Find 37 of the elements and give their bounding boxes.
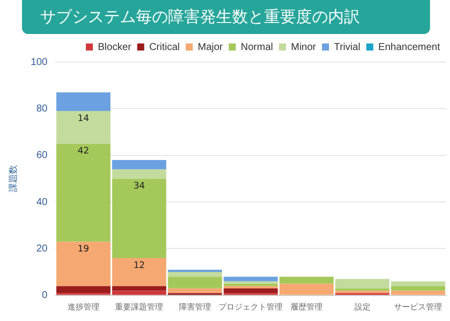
bar (224, 288, 278, 294)
chart-title: サブシステム毎の障害発生数と重要度の内訳 (22, 0, 430, 34)
data-label: 14 (78, 114, 90, 124)
bar (168, 288, 222, 294)
y-tick-label: 100 (30, 56, 48, 68)
y-tick-label: 40 (36, 196, 48, 208)
bar (279, 276, 334, 284)
data-label: 19 (78, 244, 90, 255)
x-tick-label: プロジェクト管理 (218, 302, 283, 312)
x-tick-label: 障害管理 (178, 302, 211, 312)
x-tick-label: 進捗管理 (67, 302, 100, 312)
y-tick-label: 80 (36, 103, 48, 114)
y-axis-title: 課題数 (8, 165, 18, 192)
legend-label: Major (198, 42, 224, 53)
bar (112, 169, 166, 179)
legend-label: Minor (290, 42, 317, 53)
legend-label: Blocker (98, 42, 132, 53)
bar (112, 160, 166, 170)
x-tick-label: サービス管理 (394, 302, 442, 312)
bar (224, 276, 278, 282)
x-tick-label: 履歴管理 (290, 302, 323, 312)
legend-label: Enhancement (378, 42, 440, 53)
bar (56, 92, 110, 112)
x-tick-label: 重要課題管理 (115, 302, 164, 312)
legend-label: Normal (240, 42, 273, 53)
data-label: 42 (78, 146, 90, 157)
y-tick-label: 0 (42, 290, 48, 302)
y-tick-label: 60 (36, 150, 48, 162)
bar (168, 270, 222, 272)
data-label: 12 (133, 260, 145, 271)
data-label: 34 (133, 182, 146, 192)
legend-label: Critical (149, 42, 180, 53)
legend-label: Trivial (334, 42, 360, 53)
x-tick-label: 設定 (354, 302, 370, 312)
bar (168, 272, 222, 277)
bar (56, 111, 110, 144)
y-tick-label: 20 (36, 243, 48, 254)
